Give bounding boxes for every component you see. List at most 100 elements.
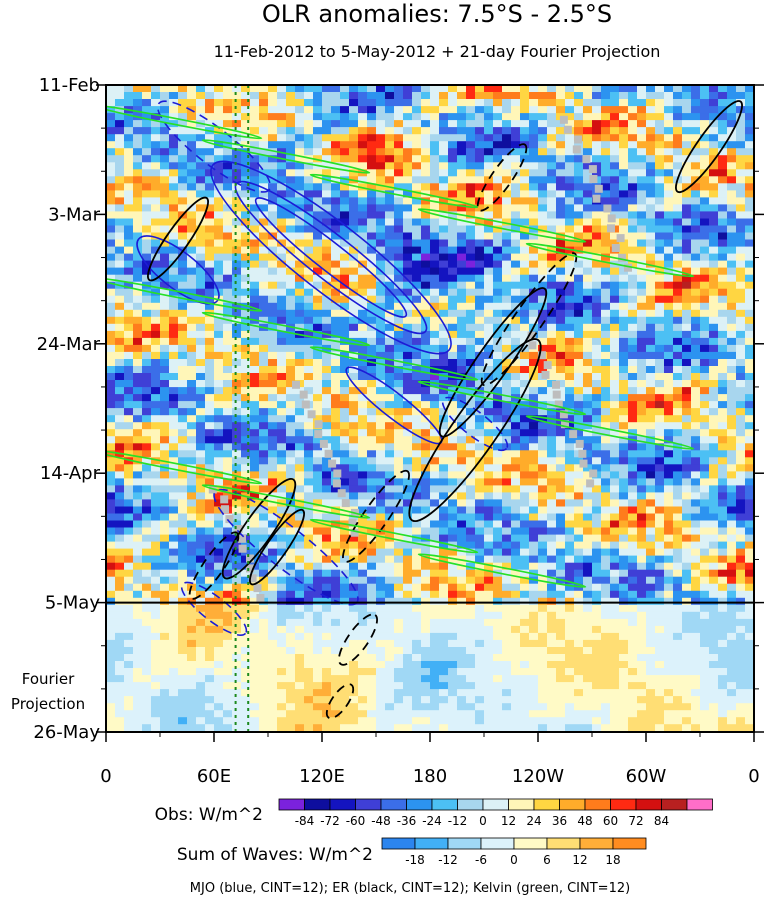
heatmap-cell [430, 689, 440, 697]
heatmap-cell [511, 211, 521, 219]
heatmap-cell [214, 92, 224, 100]
heatmap-cell [169, 309, 179, 318]
heatmap-cell [223, 401, 233, 409]
heatmap-cell [196, 457, 206, 465]
heatmap-cell [484, 710, 494, 718]
heatmap-cell [556, 436, 566, 444]
heatmap-cell [214, 408, 224, 416]
heatmap-cell [358, 366, 368, 374]
heatmap-cell [322, 675, 332, 683]
heatmap-cell [565, 288, 575, 297]
heatmap-cell [223, 422, 233, 430]
heatmap-cell [529, 422, 539, 430]
heatmap-cell [277, 380, 287, 388]
heatmap-cell [304, 576, 314, 585]
heatmap-cell [565, 422, 575, 430]
heatmap-cell [259, 415, 269, 423]
heatmap-cell [376, 429, 386, 437]
heatmap-cell [430, 267, 440, 276]
heatmap-cell [358, 274, 368, 283]
heatmap-cell [205, 520, 215, 529]
heatmap-cell [268, 661, 278, 669]
heatmap-cell [124, 422, 134, 430]
heatmap-cell [556, 541, 566, 550]
heatmap-cell [484, 703, 494, 711]
heatmap-cell [385, 330, 395, 339]
heatmap-cell [214, 253, 224, 262]
heatmap-cell [448, 359, 458, 367]
heatmap-cell [511, 478, 521, 486]
heatmap-cell [538, 204, 548, 212]
heatmap-cell [385, 295, 395, 304]
heatmap-cell [448, 232, 458, 241]
heatmap-cell [331, 415, 341, 423]
heatmap-cell [583, 373, 593, 381]
heatmap-cell [241, 576, 251, 585]
heatmap-cell [223, 562, 233, 571]
heatmap-cell [358, 380, 368, 388]
heatmap-cell [259, 380, 269, 388]
heatmap-cell [340, 211, 350, 219]
heatmap-cell [538, 211, 548, 219]
heatmap-cell [466, 520, 476, 529]
heatmap-cell [151, 625, 161, 634]
heatmap-cell [529, 618, 539, 627]
heatmap-cell [232, 253, 242, 262]
heatmap-cell [475, 618, 485, 627]
heatmap-cell [331, 211, 341, 219]
heatmap-cell [448, 457, 458, 465]
heatmap-cell [313, 478, 323, 486]
heatmap-cell [574, 541, 584, 550]
heatmap-cell [484, 232, 494, 241]
heatmap-cell [205, 464, 215, 472]
heatmap-cell [169, 506, 179, 515]
heatmap-cell [160, 106, 170, 114]
heatmap-cell [529, 211, 539, 219]
heatmap-cell [520, 169, 530, 177]
heatmap-cell [376, 148, 386, 156]
heatmap-cell [241, 183, 251, 191]
heatmap-cell [277, 724, 287, 732]
heatmap-cell [457, 534, 467, 543]
heatmap-cell [304, 422, 314, 430]
heatmap-cell [106, 148, 116, 156]
heatmap-cell [385, 351, 395, 360]
heatmap-cell [502, 330, 512, 339]
heatmap-cell [448, 274, 458, 283]
heatmap-cell [403, 520, 413, 529]
heatmap-cell [214, 464, 224, 472]
heatmap-cell [232, 92, 242, 100]
heatmap-cell [313, 576, 323, 585]
heatmap-cell [187, 590, 197, 599]
heatmap-cell [349, 661, 359, 669]
heatmap-cell [421, 253, 431, 262]
heatmap-cell [286, 527, 296, 536]
heatmap-cell [277, 225, 287, 234]
heatmap-cell [493, 443, 503, 451]
heatmap-cell [367, 183, 377, 191]
heatmap-cell [358, 415, 368, 423]
heatmap-cell [259, 696, 269, 704]
heatmap-cell [403, 703, 413, 711]
heatmap-cell [241, 232, 251, 241]
heatmap-cell [565, 618, 575, 627]
heatmap-cell [151, 316, 161, 325]
heatmap-cell [349, 197, 359, 205]
heatmap-cell [322, 394, 332, 402]
heatmap-cell [547, 710, 557, 718]
heatmap-cell [313, 113, 323, 121]
heatmap-cell [133, 415, 143, 423]
heatmap-cell [286, 618, 296, 627]
heatmap-cell [475, 225, 485, 234]
heatmap-cell [583, 113, 593, 121]
heatmap-cell [232, 85, 242, 93]
heatmap-cell [259, 548, 269, 557]
heatmap-cell [106, 639, 116, 648]
heatmap-cell [520, 478, 530, 486]
heatmap-cell [475, 281, 485, 290]
heatmap-cell [439, 148, 449, 156]
heatmap-cell [439, 106, 449, 114]
heatmap-cell [277, 288, 287, 297]
heatmap-cell [124, 141, 134, 149]
heatmap-cell [178, 267, 188, 276]
